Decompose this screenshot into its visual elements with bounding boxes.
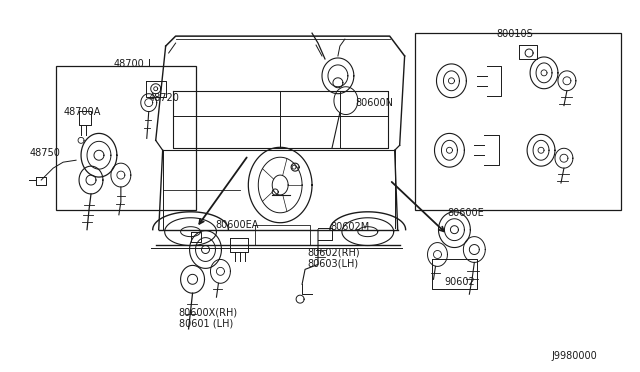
Bar <box>415 33 621 210</box>
Text: 80602(RH): 80602(RH) <box>307 247 360 257</box>
Bar <box>56 66 196 210</box>
Text: 80600X(RH): 80600X(RH) <box>179 307 237 317</box>
Text: 80603(LH): 80603(LH) <box>307 259 358 269</box>
Text: 48750: 48750 <box>29 148 60 158</box>
Text: 48720: 48720 <box>148 93 180 103</box>
Text: 80600EA: 80600EA <box>216 220 259 230</box>
Text: 90602: 90602 <box>444 277 476 287</box>
Text: 48700: 48700 <box>114 59 145 69</box>
Text: 80600E: 80600E <box>447 208 484 218</box>
Text: 48700A: 48700A <box>63 107 100 116</box>
Text: 80601 (LH): 80601 (LH) <box>179 318 233 328</box>
Text: 80602M: 80602M <box>330 222 369 232</box>
Text: 80010S: 80010S <box>496 29 533 39</box>
Text: J9980000: J9980000 <box>551 351 596 361</box>
Text: 80600N: 80600N <box>356 98 394 108</box>
